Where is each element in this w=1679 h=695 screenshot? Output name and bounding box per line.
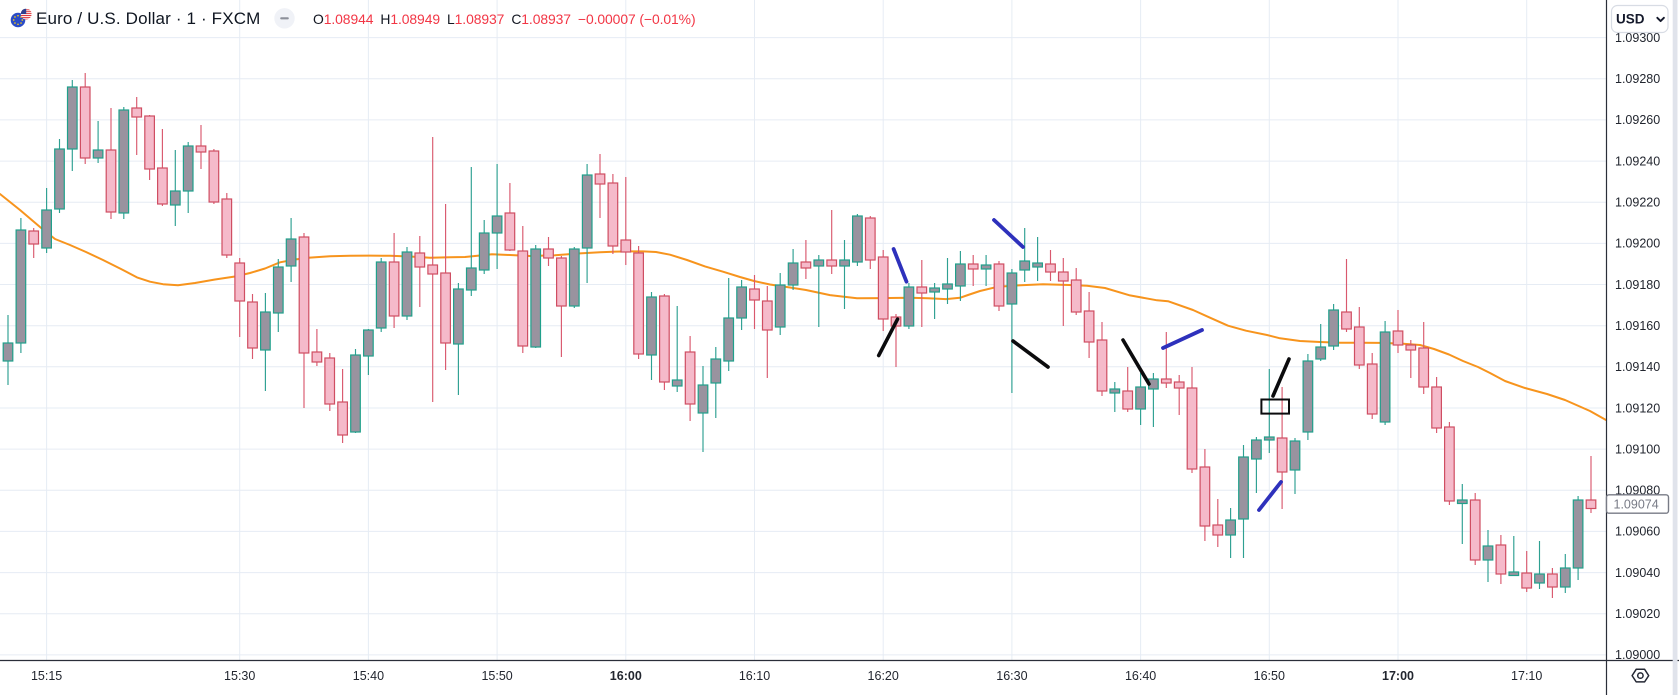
svg-text:1.09260: 1.09260 [1615, 113, 1660, 127]
svg-text:16:50: 16:50 [1254, 669, 1285, 683]
svg-text:17:00: 17:00 [1382, 669, 1414, 683]
svg-text:15:30: 15:30 [224, 669, 255, 683]
svg-text:1.09200: 1.09200 [1615, 237, 1660, 251]
svg-text:USD: USD [1616, 12, 1645, 27]
svg-text:1.09120: 1.09120 [1615, 401, 1660, 415]
svg-text:Euro / U.S. Dollar · 1 · FXCM: Euro / U.S. Dollar · 1 · FXCM [36, 9, 260, 28]
svg-text:16:10: 16:10 [739, 669, 770, 683]
svg-text:15:40: 15:40 [353, 669, 384, 683]
svg-text:1.09040: 1.09040 [1615, 566, 1660, 580]
svg-text:1.09060: 1.09060 [1615, 525, 1660, 539]
svg-text:1.09020: 1.09020 [1615, 607, 1660, 621]
svg-text:1.09280: 1.09280 [1615, 72, 1660, 86]
svg-text:1.09074: 1.09074 [1614, 497, 1659, 511]
svg-text:1.09000: 1.09000 [1615, 648, 1660, 662]
svg-text:16:00: 16:00 [610, 669, 642, 683]
svg-text:1.09180: 1.09180 [1615, 278, 1660, 292]
svg-text:1.09140: 1.09140 [1615, 360, 1660, 374]
svg-text:1.09240: 1.09240 [1615, 154, 1660, 168]
svg-text:15:15: 15:15 [31, 669, 62, 683]
svg-text:1.09220: 1.09220 [1615, 196, 1660, 210]
svg-text:1.09300: 1.09300 [1615, 31, 1660, 45]
svg-text:17:10: 17:10 [1511, 669, 1542, 683]
svg-text:16:30: 16:30 [996, 669, 1027, 683]
svg-text:1.09100: 1.09100 [1615, 442, 1660, 456]
svg-text:15:50: 15:50 [481, 669, 512, 683]
svg-text:16:40: 16:40 [1125, 669, 1156, 683]
svg-text:1.09160: 1.09160 [1615, 319, 1660, 333]
svg-text:16:20: 16:20 [868, 669, 899, 683]
